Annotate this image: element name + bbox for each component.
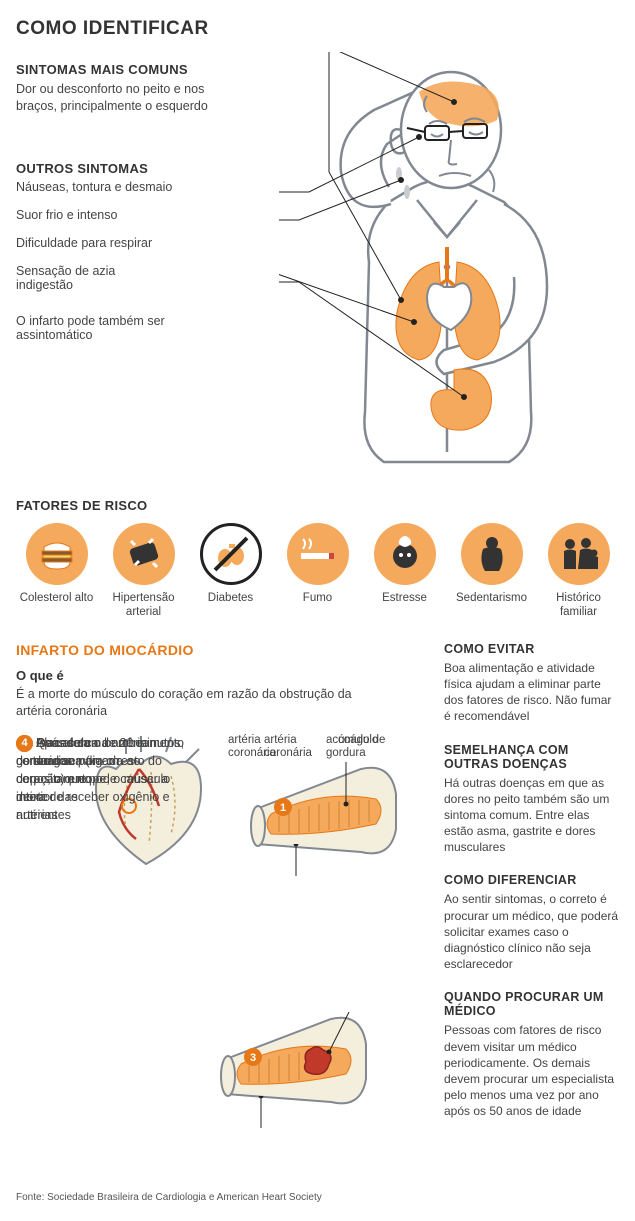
page-title: COMO IDENTIFICAR bbox=[16, 18, 619, 40]
source-line: Fonte: Sociedade Brasileira de Cardiolog… bbox=[16, 1192, 619, 1203]
right-text: Pessoas com fatores de risco devem visit… bbox=[444, 1022, 619, 1119]
right-section: SEMELHANÇA COM OUTRAS DOENÇAS Há outras … bbox=[444, 743, 619, 856]
artery-label: artéria coronária bbox=[228, 734, 288, 762]
top-section: SINTOMAS MAIS COMUNS Dor ou desconforto … bbox=[16, 62, 619, 492]
right-section: COMO EVITAR Boa alimentação e atividade … bbox=[444, 642, 619, 725]
svg-text:3: 3 bbox=[250, 1052, 256, 1064]
risk-item: Diabetes bbox=[190, 523, 271, 620]
risk-label: Fumo bbox=[277, 591, 358, 605]
step-item: 4Isso afeta o bombeamento do sangue para… bbox=[16, 734, 191, 806]
burger-icon bbox=[26, 523, 88, 585]
right-text: Boa alimentação e atividade física ajuda… bbox=[444, 660, 619, 725]
right-heading: COMO DIFERENCIAR bbox=[444, 873, 619, 887]
right-text: Há outras doenças em que as dores no pei… bbox=[444, 775, 619, 856]
risk-label: Histórico familiar bbox=[538, 591, 619, 620]
risk-item: Fumo bbox=[277, 523, 358, 620]
step-text: Isso afeta o bombeamento do sangue para … bbox=[16, 736, 184, 804]
step-number: 4 bbox=[16, 735, 33, 752]
right-section: QUANDO PROCURAR UM MÉDICO Pessoas com fa… bbox=[444, 990, 619, 1119]
risk-label: Colesterol alto bbox=[16, 591, 97, 605]
what-text: É a morte do músculo do coração em razão… bbox=[16, 686, 356, 720]
risks-heading: FATORES DE RISCO bbox=[16, 498, 619, 513]
asymptomatic-note: O infarto pode também ser assintomático bbox=[16, 314, 216, 342]
stress-icon bbox=[374, 523, 436, 585]
risk-label: Estresse bbox=[364, 591, 445, 605]
right-heading: COMO EVITAR bbox=[444, 642, 619, 656]
artery-diagram-icon: 1 bbox=[241, 754, 406, 884]
symptom-item: Sensação de azia indigestão bbox=[16, 264, 156, 292]
main-symptoms: SINTOMAS MAIS COMUNS Dor ou desconforto … bbox=[16, 62, 286, 115]
risk-label: Sedentarismo bbox=[451, 591, 532, 605]
infarto-section: INFARTO DO MIOCÁRDIO O que é É a morte d… bbox=[16, 642, 422, 1174]
sedentary-icon bbox=[461, 523, 523, 585]
family-icon bbox=[548, 523, 610, 585]
what-heading: O que é bbox=[16, 668, 422, 683]
risk-label: Hipertensão arterial bbox=[103, 591, 184, 620]
diabetes-icon bbox=[200, 523, 262, 585]
risks-row: Colesterol alto Hipertensão arterial Dia… bbox=[16, 523, 619, 620]
main-symptoms-text: Dor ou desconforto no peito e nos braços… bbox=[16, 81, 216, 115]
risk-item: Histórico familiar bbox=[538, 523, 619, 620]
symptom-item: Náuseas, tontura e desmaio bbox=[16, 180, 286, 194]
body-figure-icon bbox=[279, 52, 629, 482]
risk-item: Estresse bbox=[364, 523, 445, 620]
main-symptoms-heading: SINTOMAS MAIS COMUNS bbox=[16, 62, 286, 77]
right-column: COMO EVITAR Boa alimentação e atividade … bbox=[444, 642, 619, 1174]
right-text: Ao sentir sintomas, o correto é procurar… bbox=[444, 891, 619, 972]
infarto-heading: INFARTO DO MIOCÁRDIO bbox=[16, 642, 422, 658]
symptom-item: Suor frio e intenso bbox=[16, 208, 286, 222]
svg-text:1: 1 bbox=[280, 802, 286, 814]
other-symptoms-heading: OUTROS SINTOMAS bbox=[16, 161, 286, 176]
right-heading: SEMELHANÇA COM OUTRAS DOENÇAS bbox=[444, 743, 619, 771]
bp-icon bbox=[113, 523, 175, 585]
risk-label: Diabetes bbox=[190, 591, 271, 605]
right-heading: QUANDO PROCURAR UM MÉDICO bbox=[444, 990, 619, 1018]
risk-item: Sedentarismo bbox=[451, 523, 532, 620]
symptom-item: Dificuldade para respirar bbox=[16, 236, 286, 250]
other-symptoms: OUTROS SINTOMAS Náuseas, tontura e desma… bbox=[16, 161, 286, 292]
clot-label: coágulo bbox=[338, 734, 378, 748]
right-section: COMO DIFERENCIAR Ao sentir sintomas, o c… bbox=[444, 873, 619, 972]
risk-item: Colesterol alto bbox=[16, 523, 97, 620]
risk-item: Hipertensão arterial bbox=[103, 523, 184, 620]
smoke-icon bbox=[287, 523, 349, 585]
